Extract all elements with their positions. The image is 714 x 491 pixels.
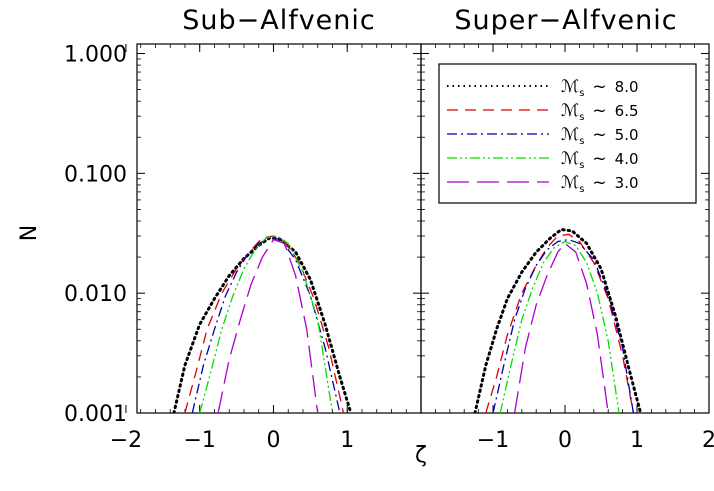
series-line-panel1-4 [513,242,609,413]
x-tick-label: −1 [477,428,509,453]
series-line-panel1-0 [473,227,643,413]
x-axis-label: ζ [415,443,427,468]
x-tick-label: 0 [558,428,572,453]
x-tick-label: −2 [110,428,142,453]
x-tick-label: 1 [630,428,644,453]
series-line-panel1-1 [485,233,635,413]
x-tick-label: −1 [183,428,215,453]
plot-frame [136,43,422,414]
y-tick-label: 0.010 [64,282,127,307]
x-tick-label: 1 [340,428,354,453]
series-line-panel0-2 [191,237,341,413]
series-line-panel0-1 [184,235,345,413]
y-tick-label: 0.100 [64,162,127,187]
legend-entry-label: ℳs ~5.0 [561,125,639,147]
y-tick-label: 1.000 [64,42,127,67]
legend-entry-label: ℳs ~3.0 [561,173,639,195]
series-line-panel0-0 [172,236,353,413]
y-axis-label: N [17,225,42,241]
legend-entry-label: ℳs ~6.5 [561,101,639,123]
y-tick-label: 0.001 [64,402,127,427]
series-line-panel0-4 [217,238,319,413]
x-tick-label: 2 [702,428,714,453]
series-line-panel0-3 [199,235,334,413]
x-tick-label: 0 [266,428,280,453]
panel-title-super-alfvenic: Super−Alfvenic [454,5,677,36]
series-line-panel1-3 [499,240,620,413]
legend-entry-label: ℳs ~4.0 [561,149,639,171]
series-line-panel1-2 [492,238,635,413]
legend-entry-label: ℳs ~8.0 [561,77,639,99]
panel-title-sub-alfvenic: Sub−Alfvenic [182,5,376,36]
